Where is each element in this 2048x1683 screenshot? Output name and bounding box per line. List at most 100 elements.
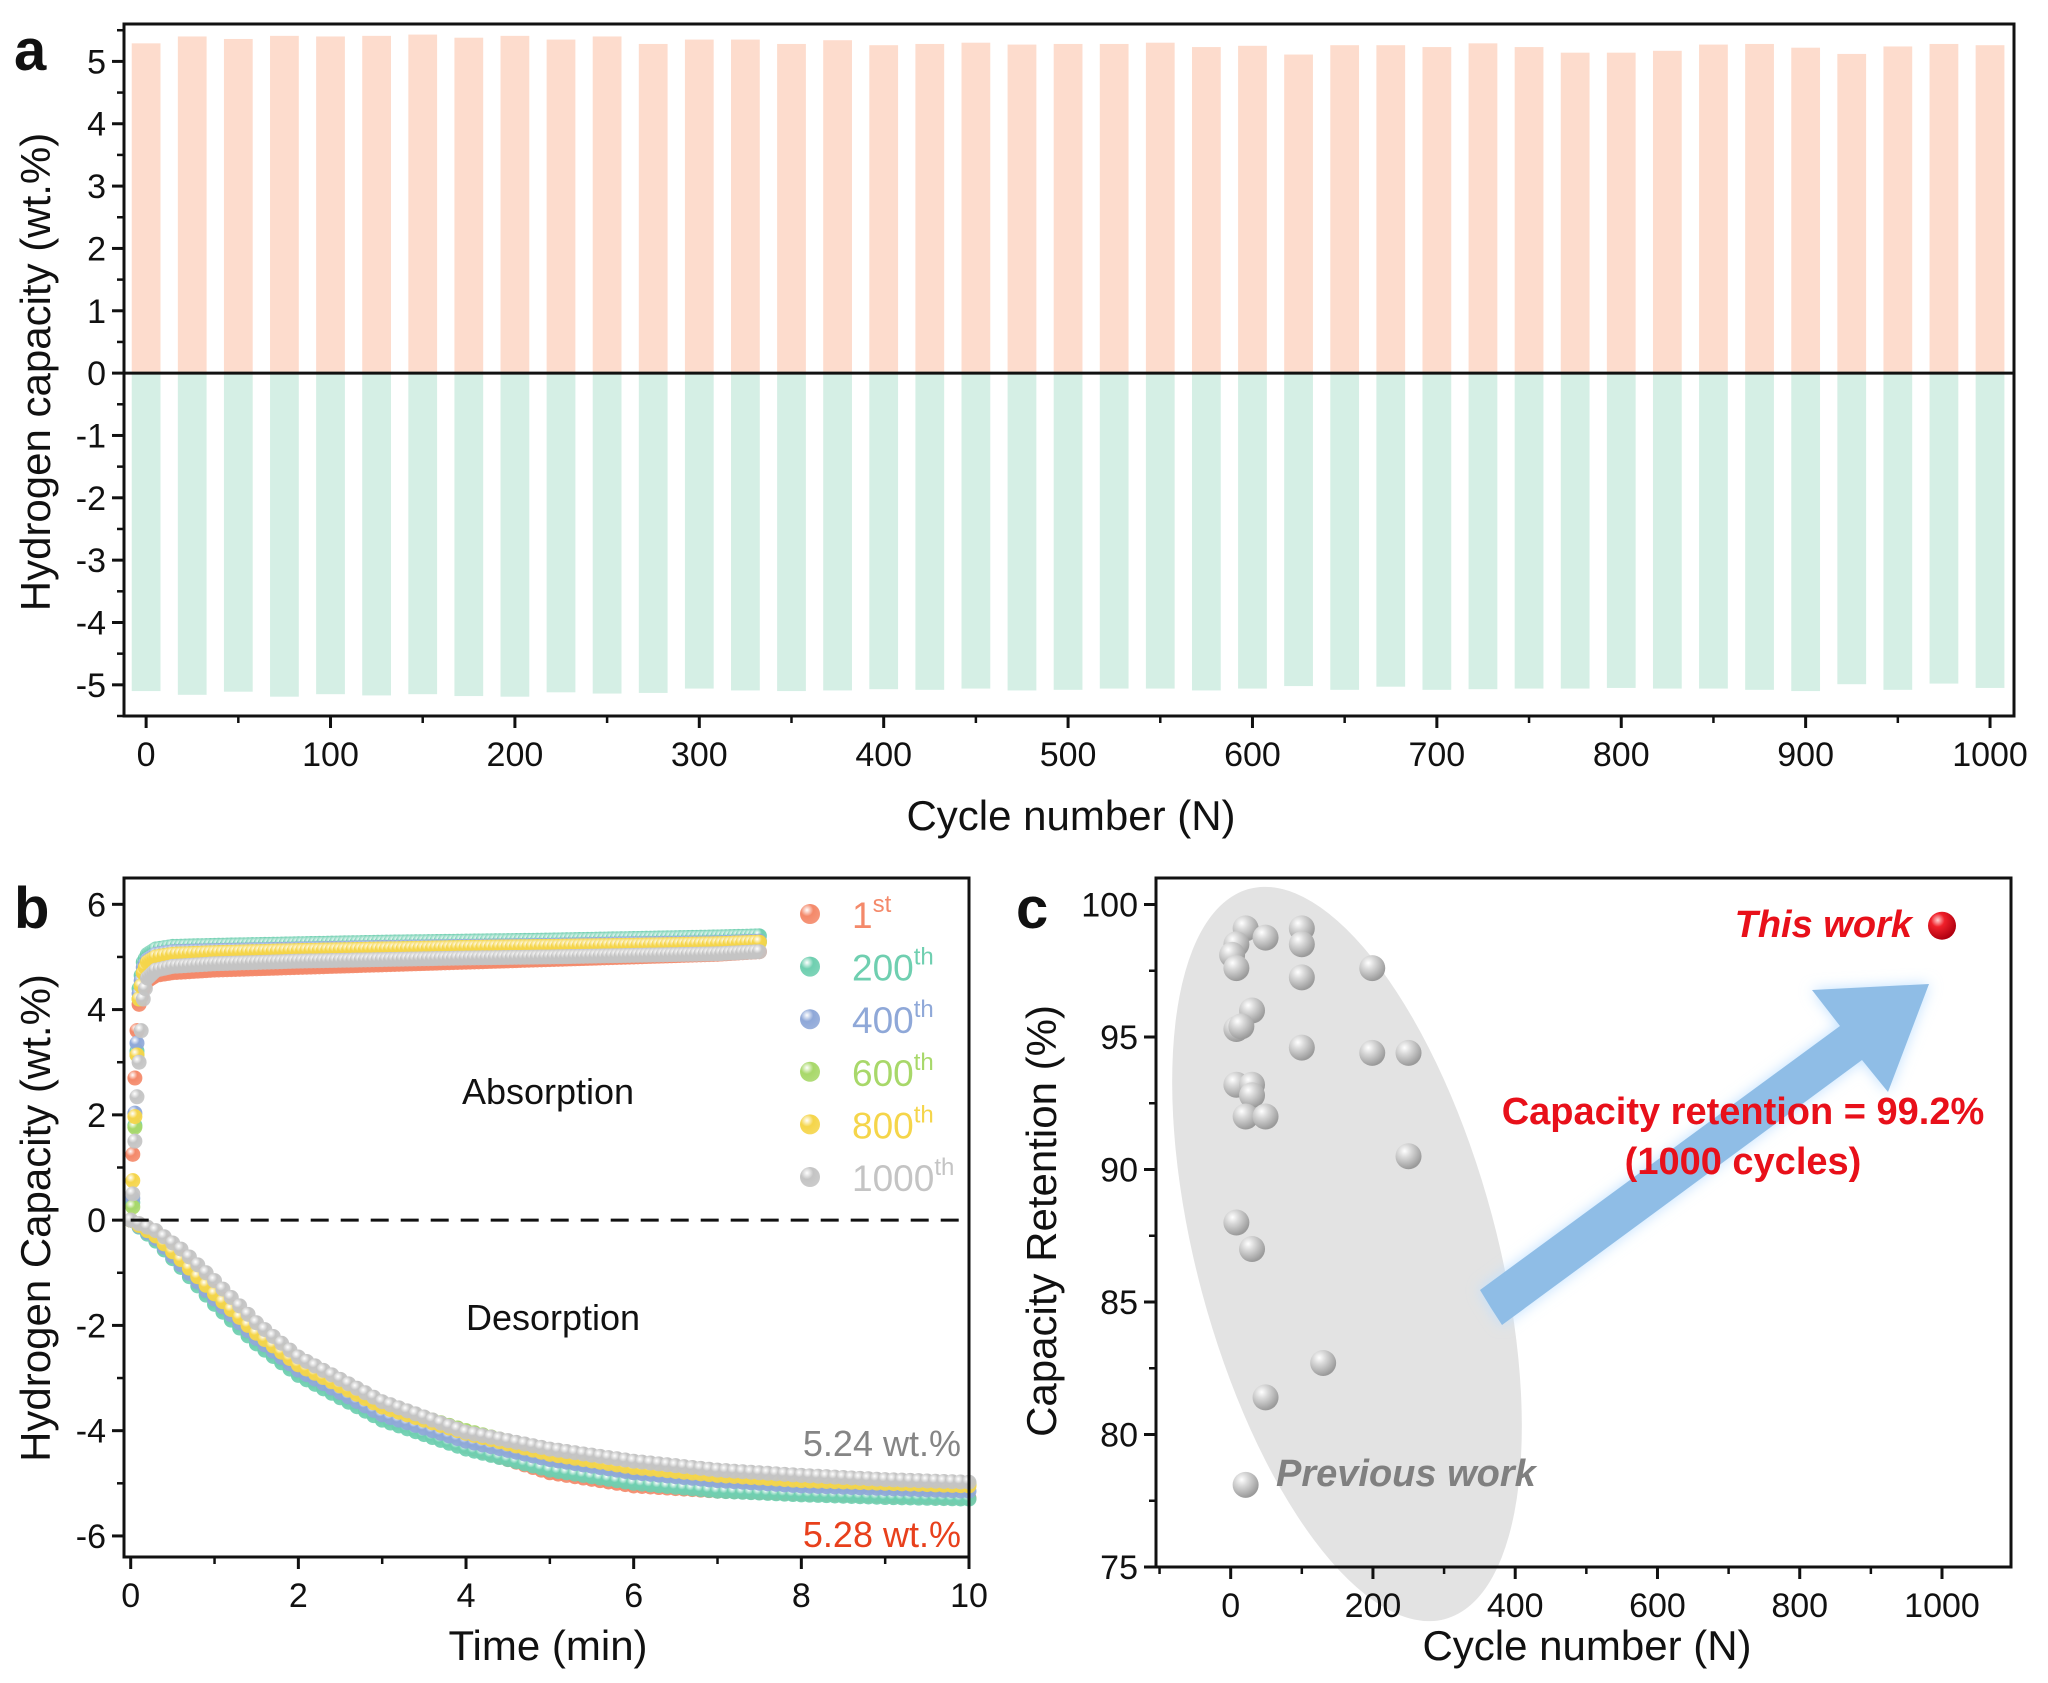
legend-label: 400th	[852, 996, 934, 1041]
legend-label-base: 800	[852, 1105, 914, 1146]
y-tick-label: 6	[87, 886, 106, 924]
previous-work-point	[1288, 1034, 1315, 1061]
desorption-bar	[869, 373, 899, 690]
desorption-bar	[362, 373, 391, 696]
y-tick-label: -6	[76, 1518, 106, 1556]
desorption-bar	[1053, 373, 1083, 690]
legend-marker	[800, 1167, 820, 1187]
this-work-point	[1928, 911, 1957, 940]
desorption-bar	[546, 373, 576, 693]
y-tick-label: 2	[87, 1097, 106, 1135]
legend-label-suffix: th	[914, 944, 934, 971]
y-tick-label: 85	[1100, 1284, 1138, 1322]
series-1st	[123, 944, 977, 1506]
legend-marker	[800, 1061, 820, 1082]
y-tick-label: -4	[76, 1413, 106, 1451]
y-tick-label: 95	[1100, 1019, 1138, 1057]
previous-work-region	[1172, 886, 1522, 1622]
legend-item-1000th: 1000th	[800, 1154, 954, 1199]
desorption-bar	[1975, 373, 2005, 688]
legend-item-400th: 400th	[800, 996, 934, 1041]
desorption-bar	[316, 373, 345, 695]
desorption-bar	[915, 373, 945, 690]
y-tick-label: 0	[87, 1202, 106, 1240]
arrow-shape	[1480, 984, 1929, 1325]
panel-label-c: c	[1016, 876, 1048, 941]
absorption-bar	[961, 42, 991, 374]
data-point	[129, 1089, 145, 1105]
previous-work-point	[1288, 931, 1315, 958]
desorption-bar	[731, 373, 760, 691]
axes: 0 200 400 600 800 1000 100 95 90 85 80 75	[1081, 876, 2013, 1625]
absorption-bar	[408, 34, 438, 374]
plot-frame	[122, 876, 971, 1559]
absorption-bar	[500, 35, 530, 374]
absorption-bar	[1145, 42, 1175, 374]
absorption-bar	[1514, 47, 1544, 374]
legend-label-base: 600	[852, 1053, 914, 1094]
y-tick-label: 75	[1100, 1549, 1138, 1587]
desorption-bar	[1791, 373, 1821, 692]
legend-label-suffix: th	[914, 1049, 934, 1076]
y-tick-label: -1	[76, 417, 106, 455]
desorption-bar	[684, 373, 714, 689]
absorption-bar	[1007, 44, 1037, 374]
desorption-bar	[592, 373, 622, 694]
absorption-bar	[1929, 43, 1959, 374]
absorption-bar	[1745, 43, 1774, 374]
x-tick-label: 200	[1345, 1587, 1402, 1625]
x-tick-label: 8	[792, 1577, 811, 1615]
legend-label: 800th	[852, 1101, 934, 1146]
desorption-bar	[1376, 373, 1406, 687]
legend-label-base: 1000	[852, 1158, 934, 1199]
x-axis-title: Cycle number (N)	[906, 792, 1235, 839]
x-axis-title: Cycle number (N)	[1422, 1622, 1751, 1669]
desorption-bar	[1606, 373, 1636, 688]
legend-item-1st: 1st	[800, 891, 892, 936]
bars-group	[131, 34, 2005, 697]
x-tick-label: 600	[1224, 736, 1281, 774]
y-tick-label: 80	[1100, 1417, 1138, 1455]
desorption-bar	[1284, 373, 1313, 687]
desorption-bar	[454, 373, 484, 697]
desorption-bar	[777, 373, 806, 692]
absorption-bar	[1284, 54, 1313, 374]
absorption-bar	[1053, 43, 1083, 374]
y-tick-label: 4	[87, 106, 106, 144]
previous-work-point	[1395, 1143, 1422, 1170]
y-tick-label: -2	[76, 480, 106, 518]
y-tick-label: 0	[87, 355, 106, 393]
y-axis-title: Hydrogen capacity (wt.%)	[12, 133, 59, 612]
desorption-bar	[1837, 373, 1867, 685]
x-tick-label: 900	[1777, 736, 1834, 774]
desorption-bar	[961, 373, 991, 689]
x-tick-label: 500	[1040, 736, 1097, 774]
legend-label-base: 1	[852, 895, 873, 936]
y-axis-title: Capacity Retention (%)	[1018, 1005, 1065, 1437]
y-tick-label: 100	[1081, 887, 1138, 925]
axes: 0 2 4 6 8 10 6 4 2 0 -2 -4 -6	[76, 876, 988, 1615]
data-point	[129, 1035, 145, 1051]
previous-work-point	[1239, 1236, 1266, 1262]
absorption-bar	[1791, 47, 1821, 374]
absorption-bar	[592, 36, 622, 374]
previous-work-point	[1252, 1103, 1279, 1130]
previous-work-point	[1359, 1039, 1386, 1066]
desorption-bar	[1883, 373, 1913, 690]
absorption-bar	[223, 38, 253, 374]
x-tick-label: 1000	[1904, 1587, 1980, 1625]
axes: 0 100 200 300 400 500 600 700 800 900 1000 5 4 3 2 1 0 -1…	[76, 22, 2028, 774]
previous-work-point	[1359, 955, 1386, 982]
x-tick-label: 0	[1221, 1587, 1240, 1625]
absorption-bar	[131, 43, 161, 374]
desorption-bar	[638, 373, 668, 693]
legend-label-suffix: st	[873, 891, 892, 918]
series-800th	[123, 934, 977, 1494]
data-point	[127, 1133, 143, 1149]
legend-marker	[800, 904, 820, 924]
desorption-bar	[1145, 373, 1175, 689]
legend-label-base: 200	[852, 948, 914, 989]
legend-marker	[800, 1114, 820, 1135]
absorption-bar	[362, 35, 391, 374]
